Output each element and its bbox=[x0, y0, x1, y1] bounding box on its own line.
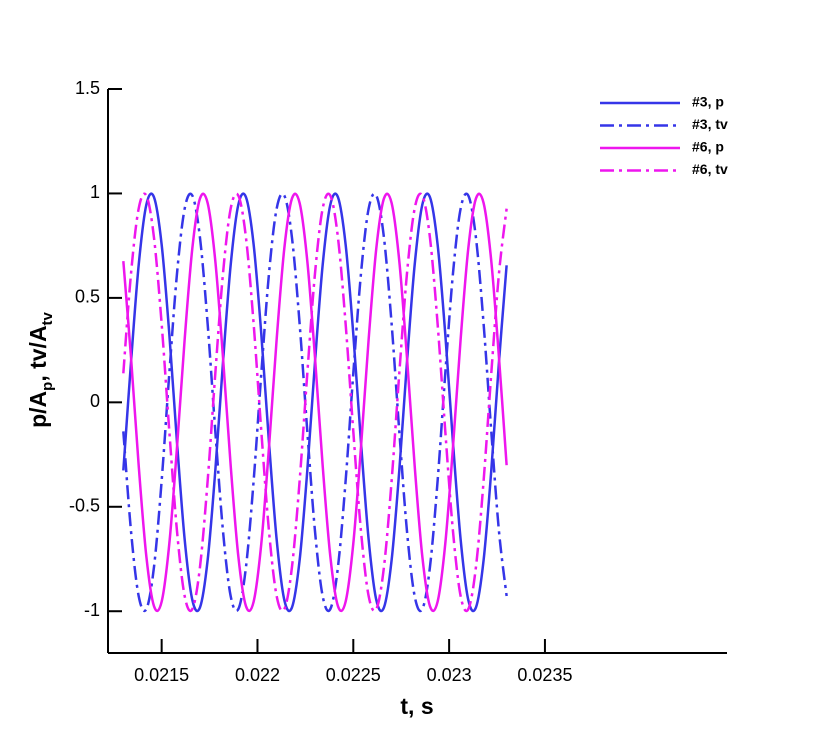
y-tick-label: 0 bbox=[90, 391, 100, 411]
y-axis-label-part: p bbox=[39, 382, 56, 391]
x-tick-label: 0.0225 bbox=[326, 665, 381, 685]
y-axis-label-part: p/A bbox=[25, 391, 51, 428]
legend-label: #3, p bbox=[692, 94, 724, 110]
series-line bbox=[122, 192, 508, 613]
y-tick-label: -0.5 bbox=[69, 496, 100, 516]
y-axis-label-part: tv bbox=[39, 311, 56, 325]
x-axis-label: t, s bbox=[400, 693, 433, 719]
legend-label: #6, p bbox=[692, 139, 724, 155]
x-tick-label: 0.0215 bbox=[134, 665, 189, 685]
x-tick-label: 0.023 bbox=[427, 665, 472, 685]
y-tick-label: 0.5 bbox=[75, 287, 100, 307]
x-tick-label: 0.022 bbox=[235, 665, 280, 685]
legend-label: #3, tv bbox=[692, 116, 728, 132]
y-tick-label: -1 bbox=[84, 600, 100, 620]
y-tick-label: 1 bbox=[90, 182, 100, 202]
y-axis-label-part: , tv/A bbox=[25, 325, 51, 381]
legend-label: #6, tv bbox=[692, 161, 728, 177]
series-line bbox=[122, 192, 508, 613]
y-axis-label: p/Ap, tv/Atv bbox=[25, 311, 56, 427]
y-tick-label: 1.5 bbox=[75, 78, 100, 98]
x-tick-label: 0.0235 bbox=[517, 665, 572, 685]
